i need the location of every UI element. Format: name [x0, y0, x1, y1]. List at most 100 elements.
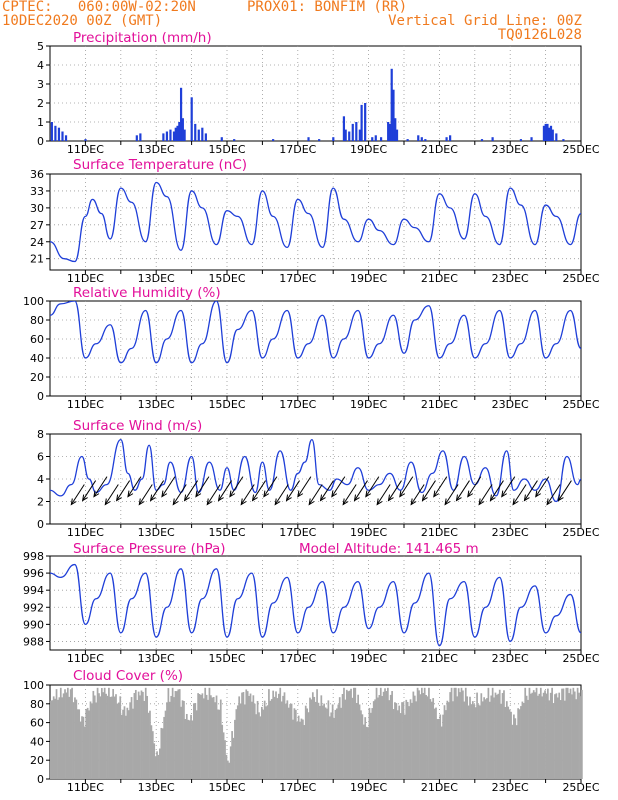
cloud-bar	[362, 724, 365, 779]
cloud-bar	[406, 701, 409, 779]
y-tick-label: 20	[30, 371, 44, 384]
precip-bar	[178, 122, 181, 141]
cloud-bar	[241, 692, 243, 779]
cloud-bar	[113, 696, 116, 779]
cloud-bar	[351, 697, 354, 779]
cloud-bar	[166, 702, 168, 779]
cloud-bar	[466, 696, 469, 779]
cloud-bar	[384, 688, 386, 779]
cloud-bar	[340, 707, 342, 779]
cloud-bar	[191, 720, 194, 779]
cloud-bar	[161, 728, 164, 779]
precip-bar	[351, 123, 354, 141]
cloud-bar	[568, 693, 570, 779]
x-tick-label: 15DEC	[208, 781, 245, 794]
cloud-bar	[142, 691, 144, 779]
cloud-bar	[72, 702, 75, 779]
cloud-bar	[280, 701, 283, 779]
x-tick-label: 11DEC	[67, 143, 104, 156]
cloud-bar	[479, 705, 481, 779]
cloud-bar	[239, 703, 242, 779]
y-tick-label: 4	[37, 59, 44, 72]
wind-arrow	[524, 480, 538, 501]
precip-bar	[307, 137, 310, 141]
cloud-bar	[365, 726, 368, 779]
cloud-bar	[463, 701, 466, 779]
cloud-bar	[389, 694, 392, 779]
cloud-bar	[224, 740, 226, 779]
precip-bar	[183, 129, 186, 141]
wind-arrowhead	[138, 498, 145, 506]
cloud-bar	[412, 691, 415, 779]
cloud-bar	[255, 714, 258, 779]
cloud-bar	[537, 695, 539, 779]
y-tick-label: 994	[23, 584, 44, 597]
cloud-bar	[439, 714, 442, 779]
cloud-bar	[251, 701, 253, 779]
cloud-bar	[513, 714, 515, 779]
cloud-bar	[275, 691, 277, 779]
cloud-bar	[316, 689, 318, 779]
wind-arrow	[70, 484, 85, 505]
cloud-bar	[581, 689, 583, 779]
cloud-bar	[525, 695, 528, 779]
x-tick-label: 13DEC	[138, 781, 175, 794]
wind-arrow	[546, 484, 561, 505]
wind-arrowhead	[70, 498, 77, 506]
cloud-bar	[469, 696, 471, 779]
cloud-bar	[565, 687, 568, 779]
cloud-bar	[510, 711, 512, 779]
cloud-bar	[409, 699, 412, 779]
cloud-bar	[350, 688, 352, 779]
cloud-bar	[59, 687, 62, 779]
y-tick-label: 1	[37, 116, 44, 129]
cloud-bar	[532, 690, 535, 779]
wind-arrow	[218, 480, 233, 501]
wind-arrowhead	[172, 498, 179, 506]
precip-bar	[162, 133, 165, 141]
wind-arrow	[297, 476, 312, 497]
x-tick-label: 15DEC	[208, 143, 245, 156]
precip-bar	[174, 127, 177, 141]
cloud-bar	[341, 694, 344, 779]
wind-arrow	[104, 484, 119, 505]
cloud-bar	[50, 700, 52, 779]
cloud-bar	[238, 696, 241, 779]
cloud-bar	[391, 691, 393, 779]
cloud-bar	[330, 712, 333, 779]
cloud-bar	[171, 687, 174, 779]
cloud-bar	[151, 731, 154, 779]
y-tick-label: 100	[23, 679, 44, 692]
cloud-bar	[343, 687, 345, 779]
cloud-bar	[51, 700, 54, 779]
cloud-bar	[440, 726, 443, 779]
wind-arrow	[342, 484, 357, 505]
y-tick-label: 0	[37, 135, 44, 148]
cloud-bar	[140, 690, 143, 779]
cloud-bar	[321, 705, 324, 779]
cloud-bar	[202, 698, 205, 779]
cloud-bar	[360, 710, 362, 779]
precip-bar	[344, 129, 347, 141]
precip-bar	[169, 129, 172, 141]
cloud-bar	[61, 697, 64, 779]
cloud-bar	[78, 709, 81, 779]
x-tick-label: 19DEC	[350, 526, 387, 539]
precip-bar	[176, 125, 179, 141]
cloud-bar	[181, 700, 184, 779]
precip-bar	[387, 122, 390, 141]
cloud-bar	[246, 691, 249, 779]
wind-arrowhead	[433, 490, 440, 498]
cloud-bar	[378, 695, 381, 779]
header-station: PROX01: BONFIM (RR)	[247, 0, 408, 15]
cloud-bar	[493, 697, 495, 779]
wind-arrow	[184, 480, 199, 501]
wind-arrowhead	[127, 490, 134, 498]
cloud-bar	[304, 705, 307, 779]
cloud-bar	[106, 695, 109, 779]
precip-bar	[179, 87, 183, 141]
cloud-bar	[432, 698, 435, 779]
precip-bar	[197, 129, 200, 141]
cloud-bar	[314, 701, 317, 779]
precip-bar	[57, 127, 61, 141]
